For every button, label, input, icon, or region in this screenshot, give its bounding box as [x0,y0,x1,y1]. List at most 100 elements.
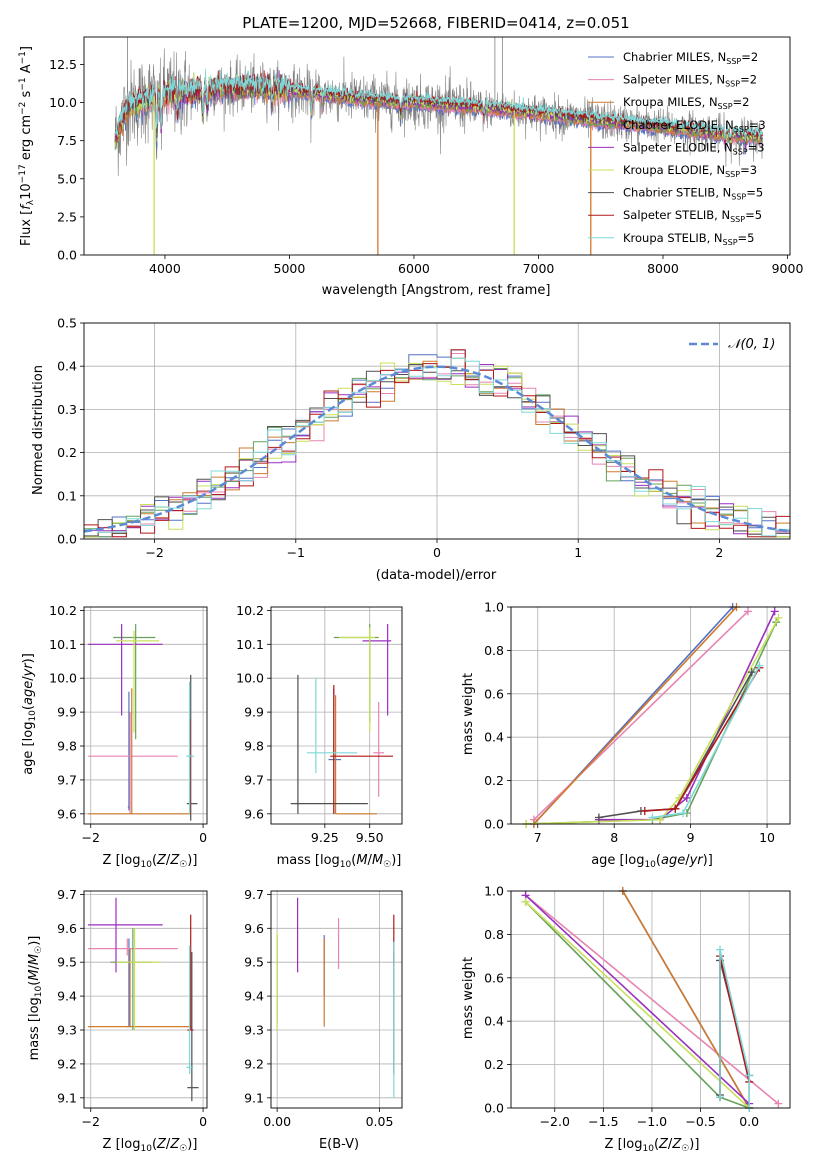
massweight-vs-age-ytick-label: 0.4 [484,730,504,745]
massweight-vs-age-point-marker [774,613,783,622]
mass-vs-z-ytick-label: 9.2 [57,1056,77,1071]
massweight-vs-age-point-marker [640,806,649,815]
massweight-vs-age-ytick-label: 1.0 [484,600,504,615]
spectrum-xtick-label: 7000 [523,261,555,276]
mass-vs-z-ytick-label: 9.3 [57,1023,77,1038]
age-vs-z-ytick-label: 9.7 [57,772,77,787]
mass-vs-ebv-panel: E(B-V) 0.00 0.05 9.1 9.2 9.3 9.4 9.5 9.6 9.7 [244,887,403,1152]
massweight-vs-age-xtick-label: 9 [687,830,695,845]
massweight-vs-age-xtick-label: 8 [610,830,618,845]
age-vs-mass-ytick-label: 9.7 [244,772,264,787]
mass-vs-ebv-xlabel: E(B-V) [319,1137,359,1152]
mass-vs-z-xlabel: Z [log10(Z/Z☉)] [103,1137,198,1154]
spectrum-ytick-label: 7.5 [57,133,77,148]
massweight-vs-age-ytick-label: 0.8 [484,643,504,658]
legend-label-8: Kroupa STELIB, NSSP=5 [623,231,754,247]
age-vs-z-ylabel: age [log10(age/yr)] [21,653,38,775]
histogram-legend: 𝒩(0, 1) [689,337,775,352]
massweight-vs-age-series-line-5 [526,617,780,824]
massweight-vs-z-point-marker [521,897,530,906]
age-vs-z-xlabel: Z [log10(Z/Z☉)] [103,853,198,870]
spectrum-ylabel: Flux [fλ10−17 erg cm−2 s−1 A−1] [18,46,36,246]
age-vs-mass-ytick-label: 10.0 [236,671,264,686]
massweight-vs-z-series-line-4 [525,894,750,1105]
massweight-vs-z-xtick-label: −2.0 [540,1114,570,1129]
massweight-vs-z-ylabel: mass weight [461,957,476,1039]
age-vs-z-ytick-label: 10.1 [49,637,77,652]
mass-vs-z-xtick-label: 0 [199,1114,207,1129]
massweight-vs-z-series-line-2 [622,891,750,1108]
histogram-xtick-label: 0 [433,545,441,560]
spectrum-frame [83,36,791,256]
massweight-vs-age-point-marker [678,809,687,818]
histogram-ytick-label: 0.5 [57,316,77,331]
massweight-vs-z-xtick-label: 0.0 [739,1114,759,1129]
histogram-ytick-label: 0.2 [57,445,77,460]
massweight-vs-age-point-marker [755,661,764,670]
mass-vs-z-plot-area: −2 0 9.1 9.2 9.3 9.4 9.5 9.6 9.7 [57,887,208,1129]
legend-label-2: Kroupa MILES, NSSP=2 [623,95,749,111]
age-vs-mass-xtick-label: 9.50 [356,830,384,845]
massweight-vs-z-frame [510,890,791,1109]
age-vs-mass-ytick-label: 9.8 [244,739,264,754]
mass-vs-ebv-ytick-label: 9.4 [244,989,264,1004]
histogram-ytick-label: 0.1 [57,488,77,503]
massweight-vs-age-series-line-2 [533,607,738,824]
histogram-step-6 [84,364,790,537]
mass-vs-ebv-ytick-label: 9.1 [244,1090,264,1105]
mass-vs-z-xtick-label: −2 [82,1114,100,1129]
normal-reference-curve [84,365,790,533]
mass-vs-ebv-ytick-label: 9.2 [244,1056,264,1071]
histogram-ytick-label: 0.3 [57,402,77,417]
age-vs-z-panel: Z [log10(Z/Z☉)] age [log10(age/yr)] −2 0 9… [21,603,208,870]
massweight-vs-age-ytick-label: 0.0 [484,817,504,832]
mass-vs-z-ytick-label: 9.6 [57,921,77,936]
legend-label-0: Chabrier MILES, NSSP=2 [623,50,758,66]
legend-label-3: Chabrier ELODIE, NSSP=3 [623,118,766,134]
massweight-vs-age-ytick-label: 0.6 [484,686,504,701]
mass-vs-ebv-frame [270,890,403,1109]
spectrum-ytick-label: 5.0 [57,171,77,186]
spectrum-ytick-label: 0.0 [57,248,77,263]
spectrum-legend: Chabrier MILES, NSSP=2 Salpeter MILES, NS… [588,50,766,247]
massweight-vs-z-series-line-5 [525,901,750,1108]
massweight-vs-z-xtick-label: −1.5 [588,1114,618,1129]
massweight-vs-age-ylabel: mass weight [461,673,476,755]
histogram-xtick-label: 2 [715,545,723,560]
age-vs-mass-frame [270,606,403,825]
spectrum-xtick-label: 8000 [647,261,679,276]
massweight-vs-age-ytick-label: 0.2 [484,773,504,788]
mass-vs-z-frame [83,890,208,1109]
spectrum-panel: wavelength [Angstrom, rest frame] Flux [… [18,36,803,298]
spectrum-xtick-label: 6000 [398,261,430,276]
histogram-step-8 [84,357,790,537]
massweight-vs-z-point-marker [716,945,725,954]
age-vs-z-xtick-label: −2 [82,830,100,845]
spectrum-xlabel: wavelength [Angstrom, rest frame] [322,283,551,298]
mass-vs-z-panel: Z [log10(Z/Z☉)] mass [log10(M/M☉)] −2 0 9.… [27,887,208,1154]
massweight-vs-age-xtick-label: 10 [759,830,775,845]
massweight-vs-z-ytick-label: 1.0 [484,884,504,899]
histogram-plot-area: −2 −1 0 1 2 0.0 0.1 0.2 0.3 0.4 0.5 [57,316,791,560]
age-vs-z-frame [83,606,208,825]
mass-vs-ebv-xtick-label: 0.05 [366,1114,394,1129]
massweight-vs-age-xtick-label: 7 [534,830,542,845]
mass-vs-z-ytick-label: 9.5 [57,955,77,970]
legend-label-5: Kroupa ELODIE, NSSP=3 [623,163,757,179]
mass-vs-z-ylabel: mass [log10(M/M☉)] [27,936,44,1061]
massweight-vs-age-point-marker [743,607,752,616]
legend-label-7: Salpeter STELIB, NSSP=5 [623,208,762,224]
histogram-ytick-label: 0.4 [57,359,77,374]
massweight-vs-age-point-marker [747,668,756,677]
spectrum-plot-area: 4000 5000 6000 7000 8000 9000 0.0 2.5 5.0 7.5 10.0… [49,36,803,276]
mass-vs-ebv-ytick-label: 9.5 [244,955,264,970]
mass-vs-ebv-xtick-label: 0.00 [263,1114,291,1129]
spectrum-xtick-label: 5000 [274,261,306,276]
massweight-vs-z-panel: Z [log10(Z/Z☉)] mass weight −2.0 −1.5 −1.0… [461,884,791,1154]
massweight-vs-z-ytick-label: 0.2 [484,1057,504,1072]
massweight-vs-z-ytick-label: 0.6 [484,970,504,985]
age-vs-mass-ytick-label: 10.2 [236,603,264,618]
mass-vs-ebv-ytick-label: 9.6 [244,921,264,936]
histogram-ytick-label: 0.0 [57,532,77,547]
massweight-vs-z-point-marker [774,1099,783,1108]
